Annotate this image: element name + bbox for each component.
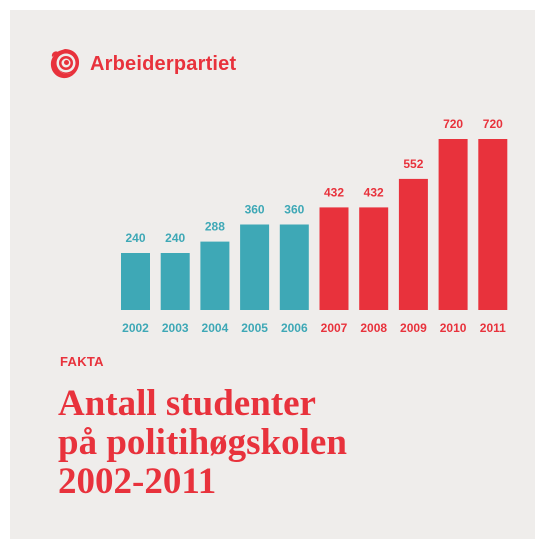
bar-2008	[359, 207, 389, 310]
brand-logo: Arbeiderpartiet	[48, 47, 236, 81]
tick-label-2004: 2004	[202, 321, 229, 335]
data-label-2009: 552	[403, 157, 423, 171]
data-label-2008: 432	[364, 185, 384, 199]
brand-name: Arbeiderpartiet	[90, 52, 237, 75]
data-label-2011: 720	[483, 117, 503, 131]
bar-2003	[160, 253, 190, 310]
data-label-2006: 360	[284, 203, 304, 217]
data-label-2002: 240	[125, 231, 145, 245]
bar-2007	[319, 207, 349, 310]
bar-2006	[279, 224, 309, 310]
bar-2011	[478, 139, 508, 310]
tick-label-2008: 2008	[360, 321, 387, 335]
bar-2004	[200, 241, 230, 310]
tick-label-2009: 2009	[400, 321, 427, 335]
bar-2009	[398, 178, 428, 310]
data-label-2004: 288	[205, 220, 225, 234]
data-label-2003: 240	[165, 231, 185, 245]
tick-label-2003: 2003	[162, 321, 189, 335]
tick-label-2007: 2007	[321, 321, 348, 335]
tick-label-2010: 2010	[440, 321, 467, 335]
data-label-2007: 432	[324, 185, 344, 199]
section-label: FAKTA	[60, 354, 104, 369]
data-label-2005: 360	[245, 203, 265, 217]
bar-2005	[240, 224, 270, 310]
chart-title: Antall studenter på politihøgskolen 2002…	[58, 383, 347, 502]
rose-logo-icon	[50, 49, 80, 79]
data-label-2010: 720	[443, 117, 463, 131]
tick-label-2011: 2011	[480, 321, 506, 335]
bar-2002	[121, 253, 150, 310]
tick-label-2002: 2002	[122, 321, 149, 335]
bar-2010	[438, 139, 468, 310]
tick-label-2005: 2005	[241, 321, 268, 335]
tick-label-2006: 2006	[281, 321, 308, 335]
